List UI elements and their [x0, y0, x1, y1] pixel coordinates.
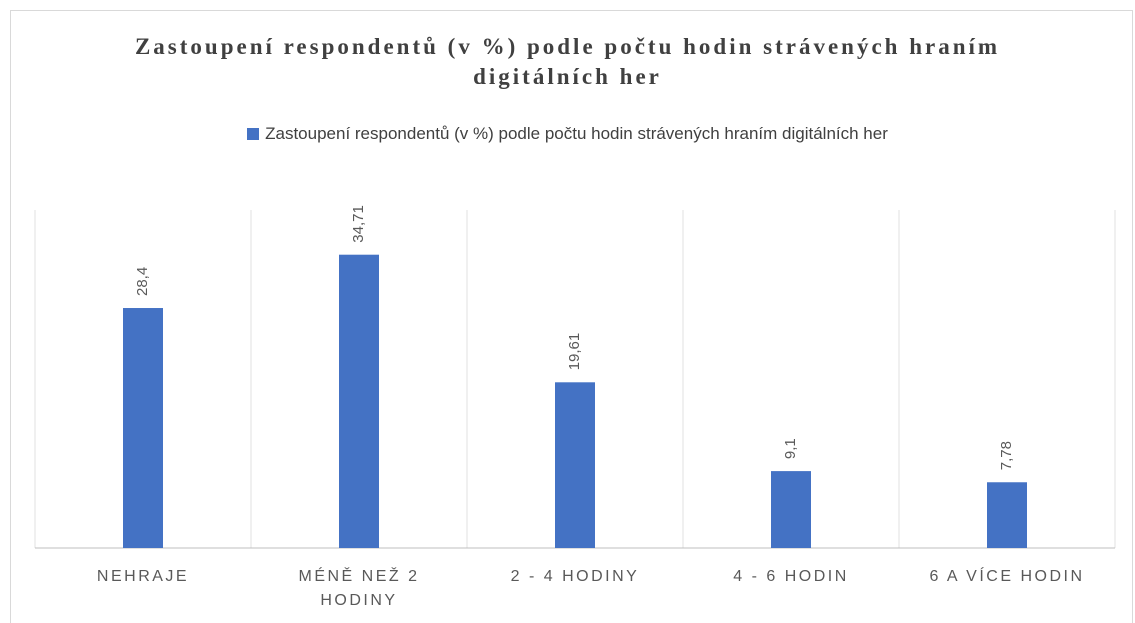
data-label: 34,71 [350, 205, 367, 243]
bar [987, 482, 1027, 548]
data-label: 28,4 [134, 267, 151, 296]
chart-border [10, 10, 1133, 623]
legend-swatch [247, 128, 260, 140]
bar [123, 308, 163, 548]
legend: Zastoupení respondentů (v %) podle počtu… [0, 124, 1135, 144]
x-tick-label: MÉNĚ NEŽ 2 HODINY [298, 568, 420, 609]
legend-label: Zastoupení respondentů (v %) podle počtu… [265, 124, 888, 143]
bar [339, 254, 379, 548]
bar [771, 471, 811, 548]
x-tick-label: 4 - 6 HODIN [733, 568, 849, 585]
bar [555, 382, 595, 548]
x-tick-label: 6 A VÍCE HODIN [929, 568, 1085, 585]
chart-title: Zastoupení respondentů (v %) podle počtu… [134, 34, 1001, 89]
data-label: 19,61 [566, 333, 583, 371]
data-label: 7,78 [998, 441, 1015, 470]
data-label: 9,1 [782, 438, 799, 459]
x-tick-label: 2 - 4 HODINY [510, 568, 640, 585]
x-tick-label: NEHRAJE [96, 568, 190, 585]
